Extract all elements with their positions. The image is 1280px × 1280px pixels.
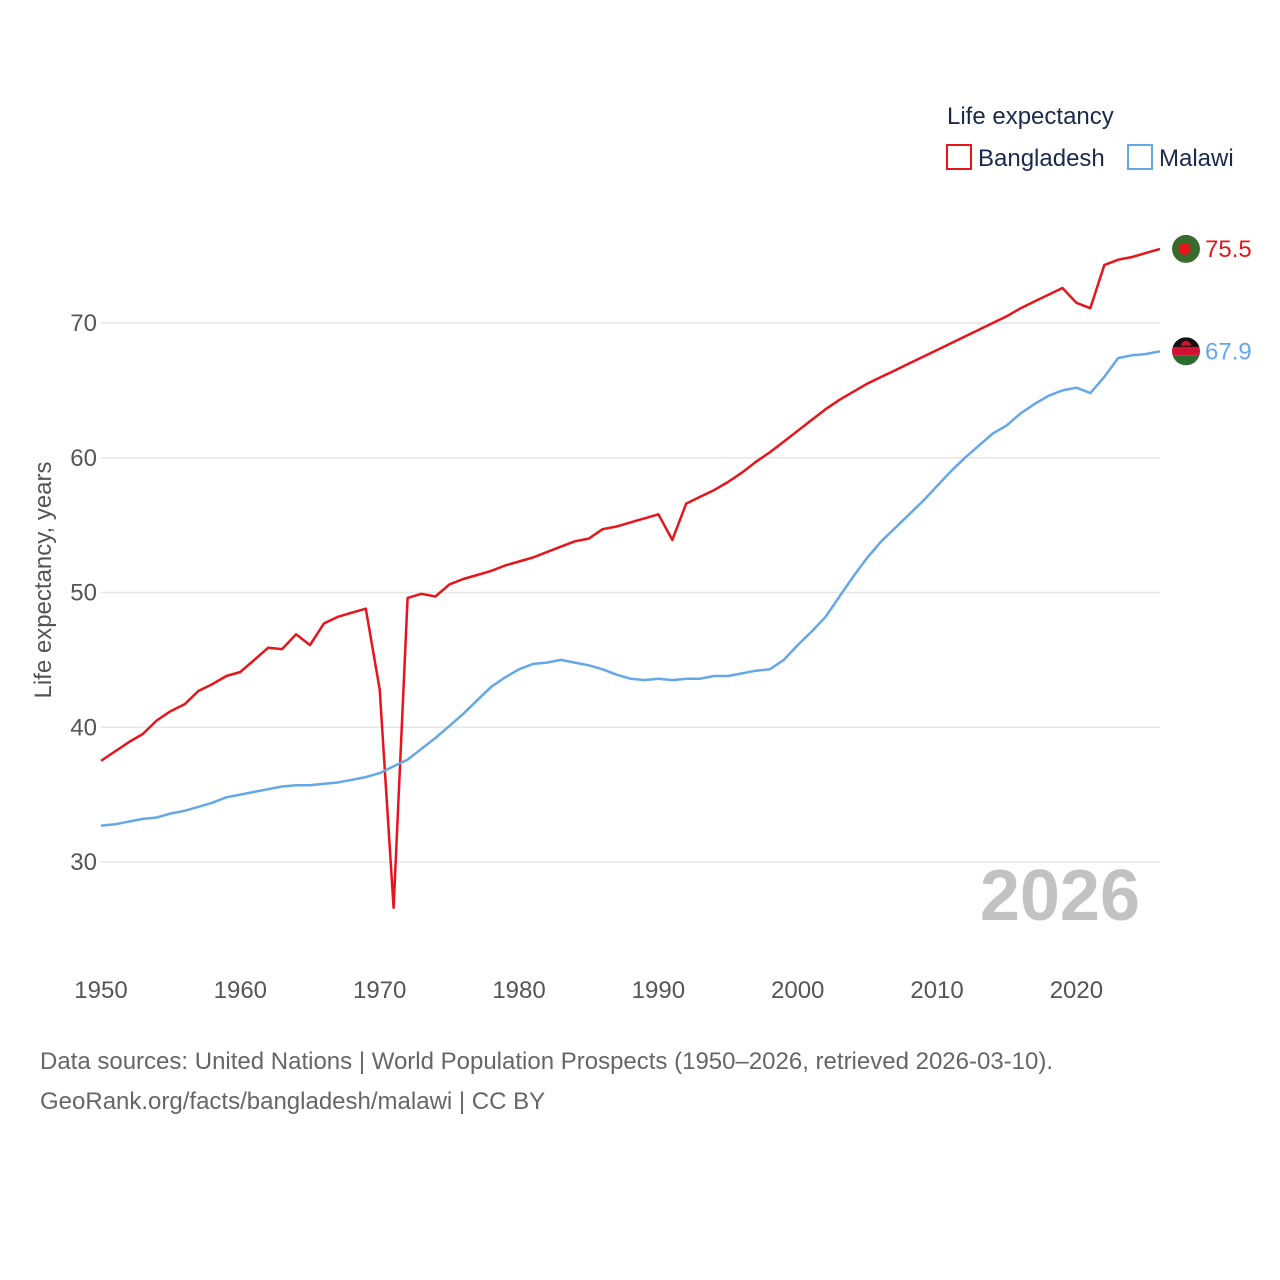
- footer: Data sources: United Nations | World Pop…: [40, 1042, 1053, 1122]
- legend: Life expectancy Bangladesh Malawi: [946, 103, 1234, 172]
- legend-label-bangladesh: Bangladesh: [978, 145, 1105, 172]
- legend-item-bangladesh[interactable]: Bangladesh: [946, 144, 1105, 172]
- series-lines: [100, 247, 1161, 910]
- x-tick-label-2010: 2010: [910, 977, 963, 1004]
- y-tick-label-60: 60: [70, 445, 97, 472]
- x-tick-label-1990: 1990: [632, 977, 685, 1004]
- x-tick-label-1950: 1950: [74, 977, 127, 1004]
- y-tick-label-30: 30: [70, 849, 97, 876]
- x-axis-ticks: 1950 1960 1970 1980 1990 2000 2010 2020: [74, 977, 1103, 1004]
- bangladesh-end-value-label: 75.5: [1205, 236, 1252, 263]
- legend-swatch-malawi: [1127, 144, 1153, 170]
- x-tick-label-1980: 1980: [492, 977, 545, 1004]
- grid-lines: [101, 322, 1160, 863]
- malawi-end-value-label: 67.9: [1205, 338, 1252, 365]
- data-sources-text: Data sources: United Nations | World Pop…: [40, 1048, 1054, 1075]
- series-line-bangladesh: [100, 247, 1161, 910]
- y-axis-label: Life expectancy, years: [30, 461, 57, 698]
- current-year-label: 2026: [980, 856, 1140, 936]
- y-tick-label-40: 40: [70, 714, 97, 741]
- life-expectancy-chart: 30 40 50 60 70 1950 1960 1970 1980 1990 2000 2010 2…: [30, 103, 1252, 1004]
- y-tick-label-50: 50: [70, 580, 97, 607]
- bangladesh-flag-icon: [1172, 234, 1200, 263]
- series-line-malawi: [100, 350, 1161, 827]
- x-tick-label-2000: 2000: [771, 977, 824, 1004]
- legend-label-malawi: Malawi: [1159, 145, 1234, 172]
- legend-title: Life expectancy: [947, 103, 1114, 130]
- x-tick-label-1960: 1960: [214, 977, 267, 1004]
- x-tick-label-2020: 2020: [1050, 977, 1103, 1004]
- y-tick-label-70: 70: [70, 310, 97, 337]
- x-tick-label-1970: 1970: [353, 977, 406, 1004]
- y-axis-ticks: 30 40 50 60 70: [70, 310, 97, 876]
- credit-text: GeoRank.org/facts/bangladesh/malawi | CC…: [40, 1088, 546, 1115]
- legend-item-malawi[interactable]: Malawi: [1127, 144, 1234, 172]
- legend-swatch-bangladesh: [946, 144, 972, 170]
- malawi-flag-icon: [1172, 337, 1200, 366]
